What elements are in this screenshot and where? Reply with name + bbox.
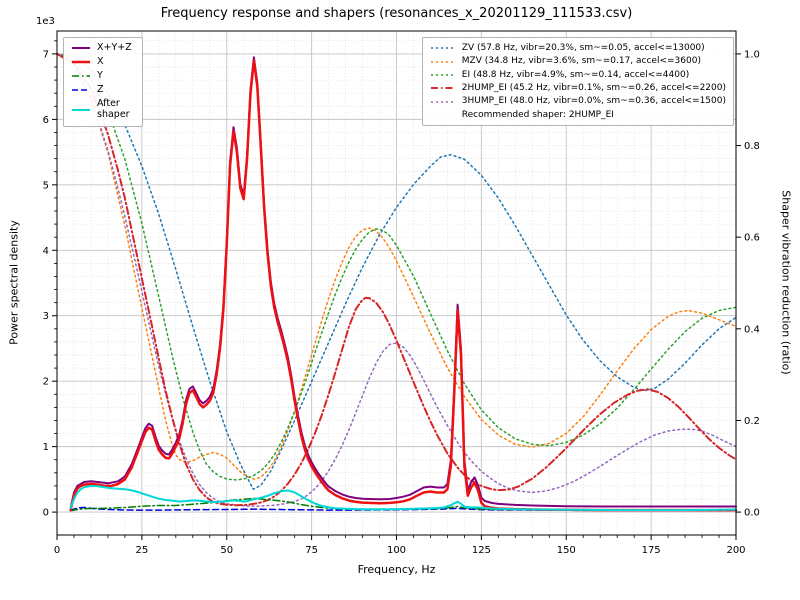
svg-text:0.0: 0.0 <box>744 508 760 519</box>
x-line-sample <box>72 61 90 64</box>
svg-text:2: 2 <box>43 377 49 388</box>
svg-text:0.6: 0.6 <box>744 233 760 244</box>
legend-item-after-shaper: After shaper <box>71 97 135 121</box>
z-line-sample <box>72 89 90 91</box>
3hump-ei-line-sample <box>430 100 455 103</box>
legend-item-ei: EI (48.8 Hz, vibr=4.9%, sm~=0.14, accel<… <box>430 70 726 80</box>
legend-item-zv: ZV (57.8 Hz, vibr=20.3%, sm~=0.05, accel… <box>430 43 726 53</box>
svg-text:3: 3 <box>43 311 49 322</box>
legend-label: After shaper <box>97 97 130 120</box>
legend-item-mzv: MZV (34.8 Hz, vibr=3.6%, sm~=0.17, accel… <box>430 56 726 66</box>
legend-label: MZV (34.8 Hz, vibr=3.6%, sm~=0.17, accel… <box>461 56 701 67</box>
mzv-line-sample <box>430 60 455 63</box>
svg-text:0: 0 <box>43 508 49 519</box>
svg-text:0.2: 0.2 <box>744 416 760 427</box>
legend-label: X <box>97 55 104 67</box>
recommended-shaper-text: Recommended shaper: 2HUMP_EI <box>461 109 614 120</box>
svg-text:100: 100 <box>387 545 406 556</box>
svg-text:0: 0 <box>54 545 60 556</box>
svg-text:50: 50 <box>220 545 233 556</box>
after-shaper-line-sample <box>72 108 90 111</box>
svg-text:175: 175 <box>642 545 661 556</box>
svg-text:6: 6 <box>43 115 49 126</box>
legend-label: Z <box>97 83 104 95</box>
svg-text:1: 1 <box>43 442 49 453</box>
svg-text:1.0: 1.0 <box>744 49 760 60</box>
legend-label: 3HUMP_EI (48.0 Hz, vibr=0.0%, sm~=0.36, … <box>461 96 726 107</box>
svg-text:200: 200 <box>726 545 745 556</box>
legend-label: X+Y+Z <box>97 42 132 53</box>
svg-text:4: 4 <box>43 246 49 257</box>
psd-legend: X+Y+Z X Y Z After shaper <box>63 37 143 127</box>
svg-text:150: 150 <box>557 545 576 556</box>
x-axis-label: Frequency, Hz <box>357 563 436 576</box>
legend-label: Y <box>97 69 103 81</box>
2hump-ei-line-sample <box>430 87 455 90</box>
y-axis-offset-label: 1e3 <box>36 16 55 27</box>
legend-label: EI (48.8 Hz, vibr=4.9%, sm~=0.14, accel<… <box>461 69 690 80</box>
legend-item-xyz: X+Y+Z <box>71 42 135 54</box>
legend-item-2hump-ei: 2HUMP_EI (45.2 Hz, vibr=0.1%, sm~=0.26, … <box>430 83 726 93</box>
zv-line-sample <box>430 47 455 49</box>
svg-text:25: 25 <box>136 545 149 556</box>
legend-item-3hump-ei: 3HUMP_EI (48.0 Hz, vibr=0.0%, sm~=0.36, … <box>430 96 726 106</box>
legend-item-x: X <box>71 55 135 68</box>
right-y-axis-label: Shaper vibration reduction (ratio) <box>779 190 793 375</box>
svg-text:0.8: 0.8 <box>744 141 760 152</box>
xyz-line-sample <box>72 47 90 50</box>
svg-text:0.4: 0.4 <box>744 324 760 335</box>
svg-text:5: 5 <box>43 180 49 191</box>
legend-label: 2HUMP_EI (45.2 Hz, vibr=0.1%, sm~=0.26, … <box>461 83 726 94</box>
legend-item-y: Y <box>71 69 135 82</box>
chart-title: Frequency response and shapers (resonanc… <box>160 6 633 21</box>
y-line-sample <box>72 75 90 78</box>
ei-line-sample <box>430 74 455 76</box>
left-y-axis-label: Power spectral density <box>7 220 21 345</box>
legend-label: ZV (57.8 Hz, vibr=20.3%, sm~=0.05, accel… <box>461 43 705 53</box>
svg-text:75: 75 <box>305 545 318 556</box>
shaper-legend: ZV (57.8 Hz, vibr=20.3%, sm~=0.05, accel… <box>421 37 734 126</box>
legend-item-z: Z <box>71 83 135 96</box>
svg-text:7: 7 <box>43 49 49 60</box>
svg-text:125: 125 <box>472 545 491 556</box>
